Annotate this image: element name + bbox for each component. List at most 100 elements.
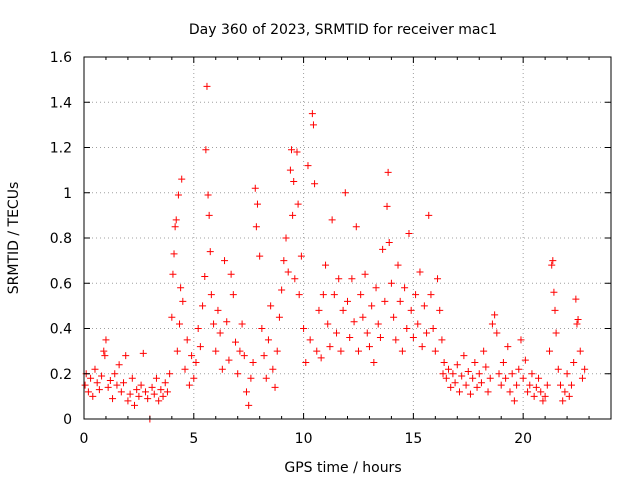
data-point	[455, 388, 463, 396]
data-point	[212, 347, 220, 355]
x-tick-label: 15	[404, 431, 422, 447]
data-point	[159, 392, 167, 400]
data-point	[242, 388, 250, 396]
data-point	[300, 325, 308, 332]
data-point	[570, 358, 578, 366]
data-point	[409, 334, 417, 342]
data-point	[499, 358, 507, 366]
data-point	[102, 336, 110, 344]
data-point	[225, 356, 233, 364]
data-point	[157, 386, 165, 394]
data-point	[210, 320, 218, 328]
data-point	[227, 270, 235, 278]
data-point	[137, 381, 145, 389]
data-point	[390, 313, 398, 321]
data-point	[420, 302, 428, 310]
data-point	[549, 257, 557, 265]
data-point	[368, 302, 376, 310]
data-point	[104, 383, 112, 391]
data-point	[229, 291, 237, 299]
data-point	[236, 347, 244, 355]
y-tick-label: 1	[63, 186, 72, 202]
data-point	[185, 381, 193, 389]
data-point	[396, 297, 404, 305]
data-point	[429, 325, 437, 332]
data-point	[319, 291, 327, 299]
data-point	[438, 336, 446, 344]
data-point	[311, 180, 319, 188]
data-point	[273, 347, 281, 355]
data-point	[348, 275, 356, 283]
data-point	[561, 388, 569, 396]
data-point	[302, 358, 310, 366]
data-point	[515, 365, 523, 373]
data-point	[497, 381, 505, 389]
data-point	[565, 392, 573, 400]
data-point	[352, 223, 360, 231]
data-point	[539, 397, 547, 405]
data-point	[206, 248, 214, 256]
data-point	[289, 211, 297, 219]
data-point	[392, 336, 400, 344]
data-point	[188, 352, 196, 360]
data-point	[350, 318, 358, 326]
data-point	[93, 379, 101, 387]
data-point	[513, 381, 521, 389]
data-point	[394, 261, 402, 269]
data-point	[464, 367, 472, 375]
data-point	[482, 363, 490, 371]
data-point	[460, 352, 468, 360]
data-point	[264, 336, 272, 344]
data-point	[475, 370, 483, 378]
data-point	[578, 374, 586, 382]
data-point	[581, 365, 589, 373]
data-point	[251, 184, 259, 192]
data-point	[194, 325, 202, 332]
data-point	[365, 343, 373, 351]
data-point	[473, 383, 481, 391]
data-point	[126, 390, 134, 398]
data-point	[135, 392, 143, 400]
data-point	[469, 374, 477, 382]
data-point	[359, 313, 367, 321]
data-point	[363, 329, 371, 337]
data-point	[223, 318, 231, 326]
x-tick-label: 10	[295, 431, 313, 447]
y-tick-label: 0.6	[50, 276, 72, 292]
data-point	[174, 191, 182, 199]
data-point	[258, 325, 266, 332]
data-point	[517, 336, 525, 344]
data-point	[427, 291, 435, 299]
data-point	[401, 284, 409, 292]
data-point	[339, 306, 347, 314]
data-point	[196, 343, 204, 351]
data-point	[101, 352, 109, 360]
data-point	[416, 268, 424, 276]
data-point	[201, 272, 209, 280]
data-point	[526, 381, 534, 389]
data-point	[403, 325, 411, 332]
data-point	[548, 261, 556, 269]
data-point	[172, 216, 180, 224]
data-point	[280, 257, 288, 265]
x-tick-label: 0	[80, 431, 89, 447]
data-point	[173, 347, 181, 355]
data-point	[436, 306, 444, 314]
data-point	[546, 347, 554, 355]
data-point	[384, 168, 392, 176]
data-point	[559, 397, 567, 405]
data-point	[262, 374, 270, 382]
data-point	[183, 336, 191, 344]
data-point	[506, 388, 514, 396]
data-point	[218, 365, 226, 373]
data-point	[423, 329, 431, 337]
data-point	[471, 358, 479, 366]
data-point	[290, 177, 298, 185]
data-point	[89, 392, 97, 400]
data-point	[288, 146, 296, 154]
y-axis-label: SRMTID / TECUs	[6, 182, 22, 295]
data-point	[192, 358, 200, 366]
data-point	[449, 370, 457, 378]
data-point	[541, 392, 549, 400]
data-point	[190, 374, 198, 382]
